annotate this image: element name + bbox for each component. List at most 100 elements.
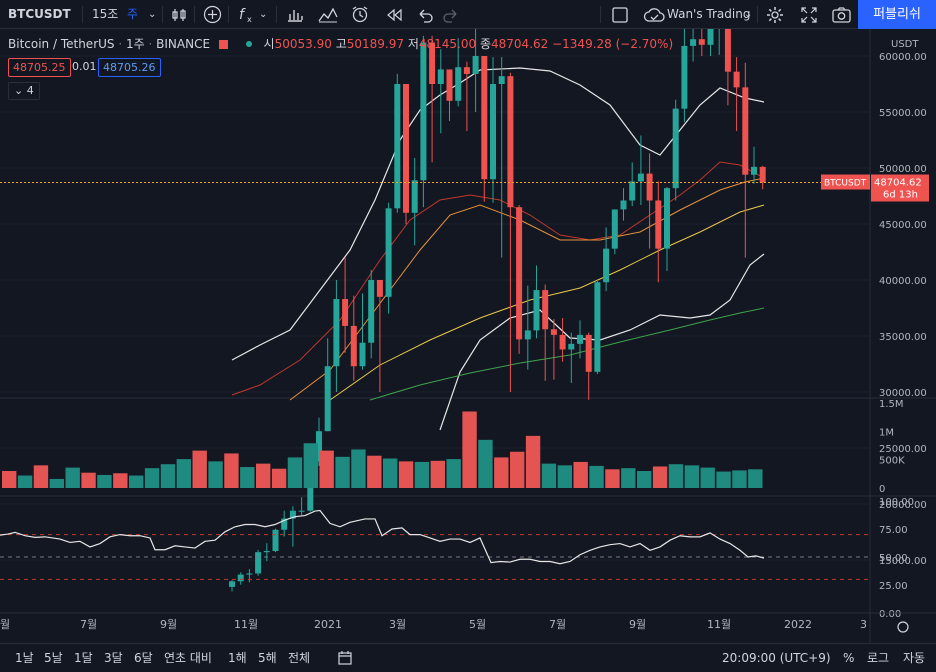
range-button[interactable]: 6달 <box>134 651 153 665</box>
interval-week-button[interactable]: 주 <box>127 7 139 21</box>
volume-bar <box>668 464 684 488</box>
spread-value: 0.01 <box>72 60 97 73</box>
volume-bar <box>2 471 17 488</box>
time-tick-label: 2021 <box>314 618 342 631</box>
volume-bar <box>240 467 255 488</box>
settings-gear-icon[interactable] <box>765 5 785 25</box>
rsi-line <box>0 509 765 565</box>
interval-15-button[interactable]: 15조 <box>92 7 119 21</box>
candle-body <box>664 188 670 249</box>
indicators-toggle-button[interactable]: ⌄ 4 <box>8 82 40 100</box>
toolbar-divider <box>228 6 229 23</box>
bottom-toolbar: 1날 5날 1달 3달 6달 연초 대비 1해 5해 전체 20:09:00 (UTC+9) %… <box>0 643 936 671</box>
volume-bar <box>605 469 620 488</box>
legend-line: Bitcoin / TetherUS · 1주 · BINANCE 시50053… <box>8 37 674 51</box>
layout-dropdown-icon[interactable]: ⌄ <box>744 9 753 20</box>
symbol-search-button[interactable]: BTCUSDT <box>8 7 71 21</box>
time-tick-label: 7월 <box>549 618 566 631</box>
range-button[interactable]: 전체 <box>288 651 311 665</box>
layout-name[interactable]: Wan's Trading <box>667 7 751 21</box>
volume-bar <box>478 439 493 488</box>
alarm-clock-icon[interactable] <box>350 5 370 24</box>
volume-bar <box>208 461 223 488</box>
candle-body <box>420 42 427 181</box>
volume-bar <box>652 466 668 488</box>
sell-price-button[interactable]: 48705.25 <box>8 58 71 77</box>
candle-body <box>629 181 636 201</box>
legend-high-label: 고 <box>335 37 347 51</box>
candle-body <box>533 290 540 331</box>
candles-style-icon[interactable] <box>170 6 188 24</box>
bollinger-lower-line <box>439 253 765 431</box>
go-to-date-icon[interactable] <box>337 650 353 666</box>
candle-body <box>481 56 488 180</box>
snapshot-camera-icon[interactable] <box>831 5 852 24</box>
volume-bar <box>192 450 207 488</box>
volume-bar <box>319 450 334 488</box>
range-button[interactable]: 1달 <box>74 651 93 665</box>
rsi-tick-label: 75.00 <box>879 525 908 536</box>
log-toggle[interactable]: 로그 <box>867 651 890 665</box>
legend-pair[interactable]: Bitcoin / TetherUS <box>8 37 115 51</box>
range-button[interactable]: 연초 대비 <box>164 651 212 665</box>
axis-settings-gear-icon[interactable] <box>897 621 909 633</box>
indicators-count: 4 <box>26 84 34 97</box>
legend-flag-icon[interactable] <box>218 40 228 49</box>
undo-icon[interactable] <box>416 6 434 24</box>
candle-body <box>524 330 531 340</box>
candle-body <box>324 366 331 432</box>
volume-bar <box>557 465 572 488</box>
toolbar-divider <box>276 6 277 23</box>
candle-body <box>350 325 357 367</box>
volume-bar <box>573 461 588 488</box>
candle-body <box>672 108 679 189</box>
range-button[interactable]: 3달 <box>104 651 123 665</box>
volume-bar <box>525 435 541 488</box>
candle-body <box>281 518 288 530</box>
volume-tick-label: 0 <box>879 484 885 495</box>
currency-label: USDT <box>891 39 919 50</box>
candle-body <box>603 248 610 283</box>
replay-icon[interactable] <box>385 6 403 24</box>
chart-canvas[interactable]: 75000.0070000.0065000.0060000.0055000.00… <box>0 29 936 643</box>
compare-add-icon[interactable] <box>203 5 222 24</box>
range-button[interactable]: 5해 <box>258 651 277 665</box>
last-symbol-tag-bg <box>821 174 870 190</box>
volume-bar <box>541 463 557 488</box>
candle-body <box>237 574 244 582</box>
auto-toggle[interactable]: 자동 <box>903 651 926 665</box>
range-button[interactable]: 1날 <box>15 651 34 665</box>
bollinger-upper-line <box>231 67 765 361</box>
alerts-chart-icon[interactable] <box>317 5 339 24</box>
range-button[interactable]: 5날 <box>44 651 63 665</box>
publish-button[interactable]: 퍼블리쉬 <box>858 0 936 29</box>
candle-body <box>690 39 697 46</box>
volume-tick-label: 500K <box>879 456 905 467</box>
volume-bar <box>716 471 731 488</box>
indicators-dropdown-icon[interactable]: ⌄ <box>259 9 268 20</box>
volume-tick-label: 1.5M <box>879 399 904 410</box>
interval-dropdown-icon[interactable]: ⌄ <box>148 9 157 20</box>
candle-body <box>429 42 436 84</box>
time-tick-label: 월 <box>0 618 10 631</box>
candle-body <box>246 573 253 575</box>
candle-body <box>263 551 270 553</box>
redo-icon[interactable] <box>442 6 460 24</box>
buy-price-button[interactable]: 48705.26 <box>98 58 161 77</box>
time-tick-label: 2022 <box>784 618 812 631</box>
clock-timezone[interactable]: 20:09:00 (UTC+9) <box>722 651 831 665</box>
volume-bar <box>732 470 747 488</box>
toolbar-divider <box>82 6 83 23</box>
volume-bar <box>33 465 49 488</box>
layout-select-icon[interactable] <box>611 6 629 24</box>
range-button[interactable]: 1해 <box>228 651 247 665</box>
cloud-save-icon[interactable] <box>643 6 665 24</box>
time-tick-label: 3월 <box>389 618 406 631</box>
last-price-value: 48704.62 <box>874 178 922 189</box>
financials-chart-icon[interactable] <box>285 5 304 24</box>
fullscreen-icon[interactable] <box>800 6 818 24</box>
legend-open-label: 시 <box>263 37 275 51</box>
percent-toggle[interactable]: % <box>843 651 855 665</box>
candle-body <box>707 29 714 45</box>
